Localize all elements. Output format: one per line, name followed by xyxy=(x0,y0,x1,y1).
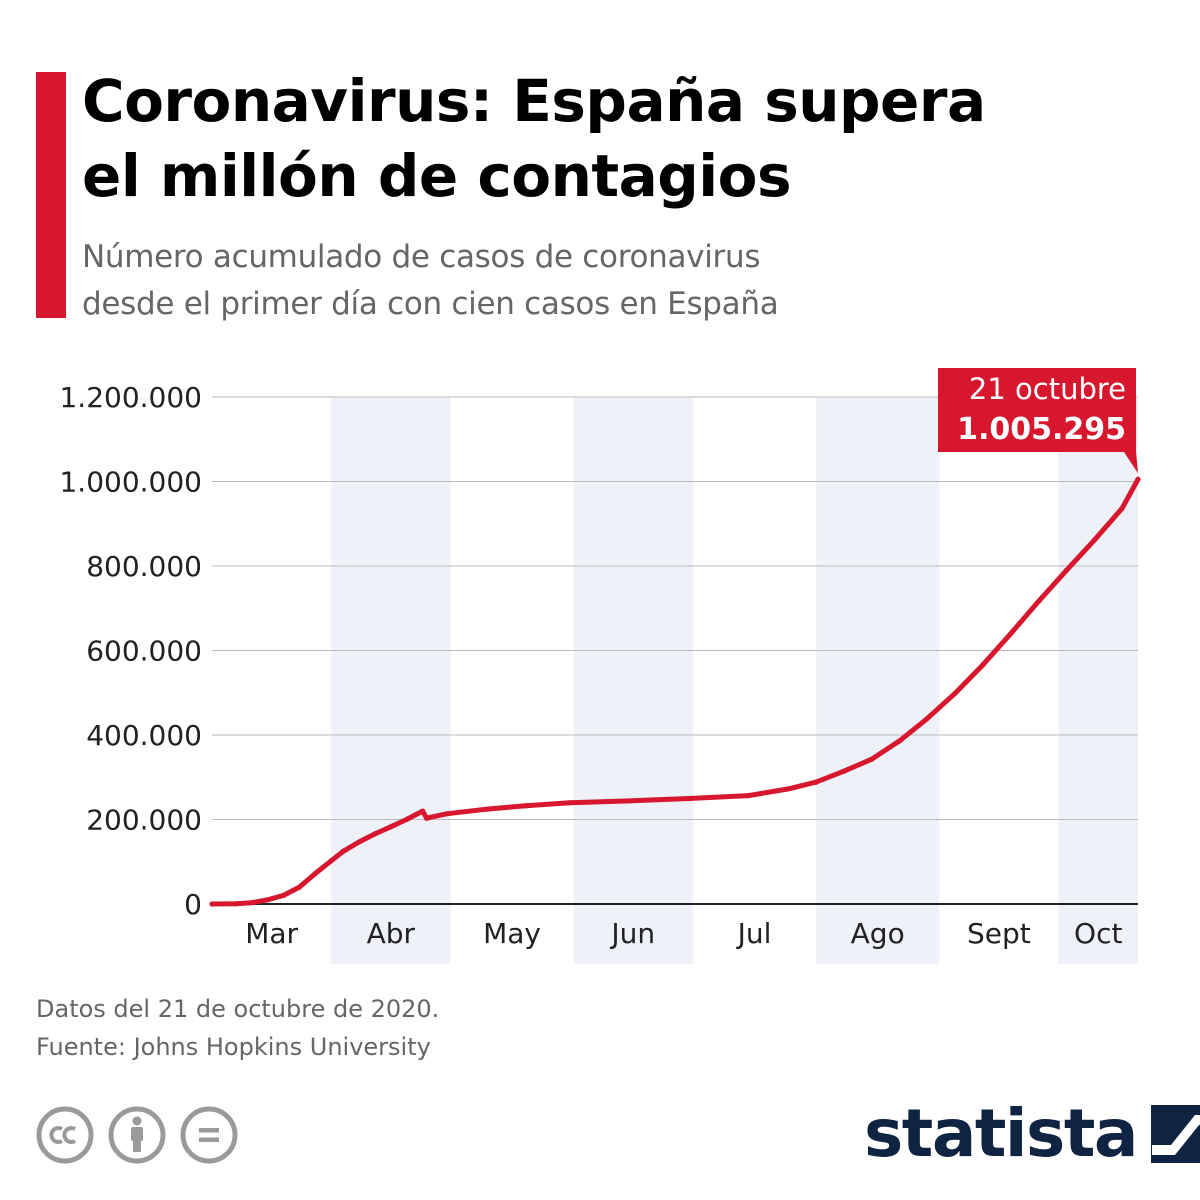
y-tick-label: 1.200.000 xyxy=(59,381,202,414)
chart-title-line-1: Coronavirus: España supera xyxy=(82,67,986,135)
x-tick-label-oct: Oct xyxy=(1074,917,1122,950)
data-point xyxy=(869,756,875,762)
cc-icon[interactable] xyxy=(36,1106,94,1164)
data-point xyxy=(980,662,986,668)
x-tick-label-jun: Jun xyxy=(609,917,655,950)
data-point xyxy=(312,870,318,877)
data-point xyxy=(209,901,215,907)
chart-subtitle-line-1: Número acumulado de casos de coronavirus xyxy=(82,239,761,275)
data-point xyxy=(785,786,791,792)
data-point xyxy=(952,690,958,696)
data-point xyxy=(280,892,287,898)
data-point xyxy=(813,779,819,785)
data-point xyxy=(404,816,410,823)
month-band-ago xyxy=(816,397,940,964)
statista-brand[interactable]: statista xyxy=(864,1094,1200,1174)
x-tick-label-abr: Abr xyxy=(367,917,416,950)
y-tick-label: 200.000 xyxy=(86,804,202,837)
data-point xyxy=(924,715,930,722)
data-point xyxy=(626,798,632,804)
callout-value-label: 1.005.295 xyxy=(957,412,1126,447)
data-point xyxy=(523,803,529,809)
chart-title: Coronavirus: España supera el millón de … xyxy=(82,64,986,214)
chart-subtitle-line-2: desde el primer día con cien casos en Es… xyxy=(82,286,779,322)
data-point xyxy=(567,800,573,806)
data-point xyxy=(1063,567,1070,573)
data-point xyxy=(483,806,489,812)
statista-logo-icon xyxy=(1150,1105,1200,1163)
data-point xyxy=(424,815,430,821)
data-point xyxy=(328,858,334,864)
license-icons xyxy=(36,1106,238,1164)
data-point xyxy=(745,792,752,799)
callout-pointer xyxy=(1124,452,1138,474)
data-point xyxy=(443,811,450,817)
x-tick-label-jul: Jul xyxy=(736,917,772,950)
y-tick-label: 800.000 xyxy=(86,550,202,583)
y-tick-label: 0 xyxy=(184,888,202,921)
data-point xyxy=(896,738,903,744)
x-tick-label-mar: Mar xyxy=(245,917,298,950)
gridlines xyxy=(212,396,1138,905)
data-point xyxy=(686,795,692,802)
data-point xyxy=(1135,476,1141,482)
data-point xyxy=(233,901,239,907)
data-point xyxy=(841,768,847,774)
x-tick-label-sept: Sept xyxy=(967,917,1031,950)
data-point xyxy=(420,808,426,814)
data-point xyxy=(388,824,394,830)
y-axis-ticks: 0 200.000 400.000 600.000 800.000 1.000.000 1.… xyxy=(59,381,202,921)
data-point xyxy=(340,848,346,854)
cases-line-chart: 0 200.000 400.000 600.000 800.000 1.000.000 1.… xyxy=(59,368,1141,964)
month-band-oct xyxy=(1058,397,1138,964)
month-band-abr xyxy=(331,397,451,964)
series-layer xyxy=(209,476,1141,907)
data-point xyxy=(265,897,271,903)
data-point xyxy=(296,884,303,890)
data-point xyxy=(356,839,362,845)
data-point xyxy=(1119,505,1125,511)
x-axis-month-labels: Mar Abr May Jun Jul Ago Sept Oct xyxy=(245,917,1122,950)
no-derivatives-icon[interactable] xyxy=(180,1106,238,1164)
value-callout: 21 octubre 1.005.295 xyxy=(938,368,1138,474)
x-tick-label-ago: Ago xyxy=(851,917,905,950)
callout-date-label: 21 octubre xyxy=(969,372,1126,406)
callout-box xyxy=(938,368,1136,452)
y-tick-label: 600.000 xyxy=(86,635,202,668)
month-band-jun xyxy=(573,397,693,964)
attribution-icon[interactable] xyxy=(108,1106,166,1164)
data-source: Fuente: Johns Hopkins University xyxy=(36,1033,431,1061)
data-point xyxy=(1091,537,1097,543)
chart-subtitle: Número acumulado de casos de coronavirus… xyxy=(82,234,779,328)
chart-title-line-2: el millón de contagios xyxy=(82,142,792,210)
statista-wordmark: statista xyxy=(864,1095,1138,1172)
month-bands xyxy=(331,397,1138,964)
x-tick-label-may: May xyxy=(483,917,541,950)
y-tick-label: 1.000.000 xyxy=(59,466,202,499)
data-point xyxy=(1008,630,1014,637)
cases-series-line xyxy=(209,476,1141,907)
data-point xyxy=(249,900,255,906)
footer-note: Datos del 21 de octubre de 2020. Fuente:… xyxy=(36,990,439,1066)
data-point xyxy=(1036,598,1042,604)
data-date-note: Datos del 21 de octubre de 2020. xyxy=(36,995,440,1023)
data-point xyxy=(372,831,378,837)
y-tick-label: 400.000 xyxy=(86,719,202,752)
title-accent-bar xyxy=(36,72,66,318)
